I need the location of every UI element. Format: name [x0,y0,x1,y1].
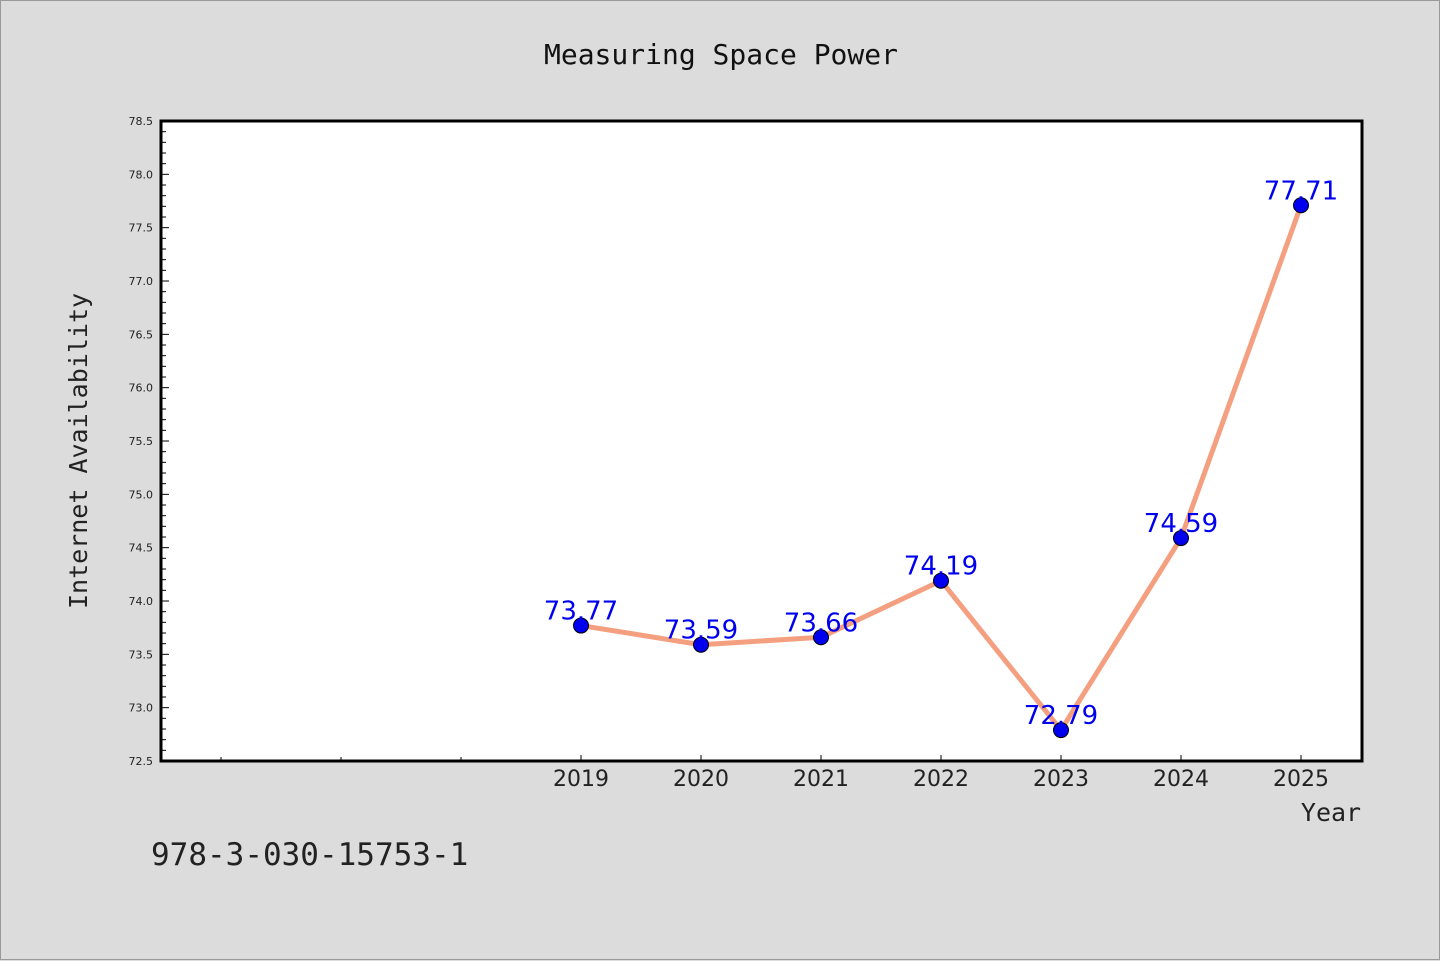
x-tick-label: 2023 [1033,767,1089,792]
y-tick-label: 73.0 [129,702,154,715]
y-tick-label: 73.5 [129,648,154,661]
line-segment [1178,202,1304,541]
data-point [693,636,709,653]
y-tick-label: 78.0 [129,168,154,181]
x-tick-label: 2022 [913,767,969,792]
x-tick-labels: 2019 2020 2021 2022 2023 2024 2025 [553,767,1329,792]
y-tick-label: 77.5 [129,222,154,235]
y-tick-label: 78.5 [129,115,154,128]
footer-id: 978-3-030-15753-1 [151,837,468,873]
data-label: 73.77 [544,597,618,627]
y-tick-label: 75.0 [129,488,154,501]
data-point [1293,197,1309,214]
x-tick-label: 2019 [553,767,609,792]
plot-area [159,119,1364,763]
y-tick-label: 77.0 [129,275,154,288]
data-label: 72.79 [1024,701,1098,731]
y-tick-labels: 72.5 73.0 73.5 74.0 74.5 75.0 75.5 76.0 76.5 77.0… [129,115,154,768]
y-tick-label: 76.0 [129,382,154,395]
line-segment [698,634,824,648]
series-lines [578,202,1304,733]
line-segment [938,578,1064,733]
y-tick-label: 76.5 [129,328,154,341]
x-tick-label: 2021 [793,767,849,792]
data-point [573,617,589,634]
data-label: 77.71 [1264,176,1338,206]
x-ticks [220,755,1302,761]
data-label: 74.59 [1144,509,1218,539]
data-point [813,629,829,646]
y-tick-label: 74.5 [129,542,154,555]
data-labels: 73.77 73.59 73.66 74.19 72.79 74.59 77.71 [544,176,1338,731]
x-axis-label: Year [1301,798,1361,827]
x-tick-label: 2020 [673,767,729,792]
y-major-ticks [161,120,169,762]
line-segment [818,578,944,640]
series-markers [573,197,1309,739]
y-minor-ticks [161,131,166,751]
data-point [933,572,949,589]
y-tick-label: 75.5 [129,435,154,448]
data-point [1053,722,1069,739]
data-label: 73.59 [664,616,738,646]
data-point [1173,530,1189,547]
x-tick-label: 2025 [1273,767,1329,792]
line-segment [578,623,704,648]
y-axis-label: Internet Availability [64,293,93,609]
x-tick-label: 2024 [1153,767,1209,792]
data-label: 74.19 [904,552,978,582]
line-segment [1058,535,1184,733]
chart-title: Measuring Space Power [544,38,898,71]
y-tick-label: 74.0 [129,595,154,608]
data-label: 73.66 [784,608,858,638]
y-tick-label: 72.5 [129,755,154,768]
